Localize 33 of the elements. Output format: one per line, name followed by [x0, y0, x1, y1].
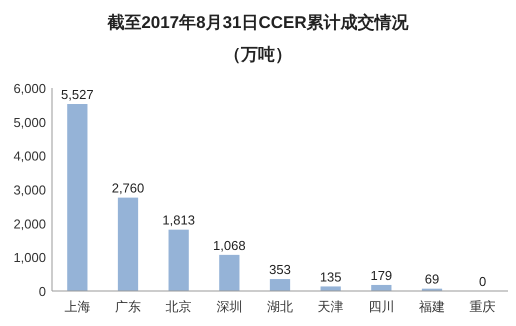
data-label: 1,068	[213, 238, 246, 253]
x-tick-label: 天津	[318, 299, 344, 314]
data-label: 135	[320, 269, 342, 284]
y-tick-label: 3,000	[13, 182, 46, 198]
x-tick-label: 四川	[368, 299, 394, 314]
bar	[67, 104, 88, 291]
x-tick-label: 湖北	[267, 299, 293, 314]
bar	[270, 279, 290, 291]
bar	[219, 254, 240, 291]
bar	[118, 198, 138, 291]
data-label: 1,813	[162, 212, 195, 228]
data-label: 179	[370, 268, 392, 283]
data-label: 353	[269, 262, 291, 278]
y-tick-label: 5,000	[13, 114, 46, 130]
bar	[371, 284, 392, 291]
x-tick-label: 重庆	[470, 299, 496, 314]
data-label: 5,527	[61, 87, 94, 102]
data-label: 2,760	[112, 180, 144, 196]
chart-title: 截至2017年8月31日CCER累计成交情况	[106, 13, 410, 32]
y-tick-label: 4,000	[13, 148, 46, 164]
x-tick-label: 北京	[166, 299, 192, 314]
data-label: 69	[424, 272, 440, 287]
bar	[168, 230, 189, 291]
x-tick-label: 福建	[419, 299, 445, 314]
x-tick-label: 深圳	[216, 299, 242, 314]
x-tick-label: 上海	[64, 299, 90, 314]
x-tick-label: 广东	[115, 299, 141, 314]
data-label: 0	[479, 274, 486, 289]
chart-subtitle: （万吨）	[224, 45, 292, 64]
y-tick-label: 1,000	[13, 250, 46, 266]
y-tick-label: 0	[38, 284, 46, 299]
y-tick-label: 6,000	[13, 81, 46, 96]
y-tick-label: 2,000	[13, 216, 46, 232]
